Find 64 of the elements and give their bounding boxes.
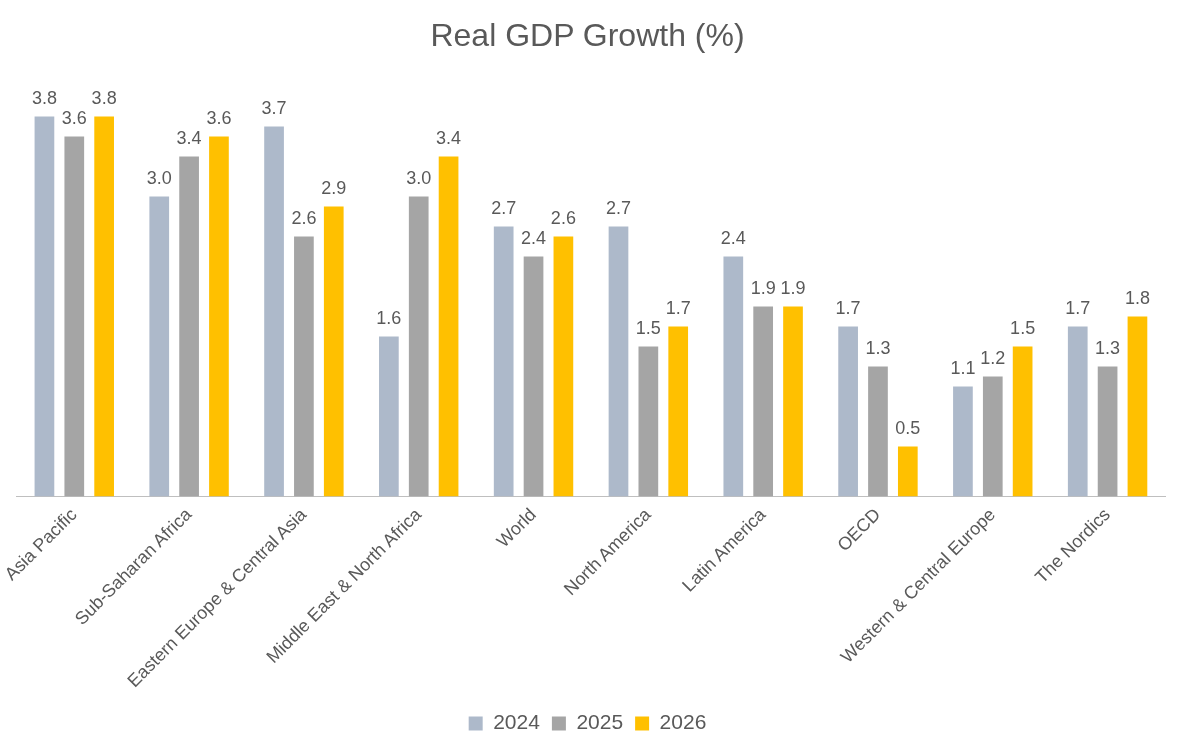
bar <box>294 236 314 497</box>
legend-label: 2026 <box>659 710 707 734</box>
bar <box>1127 316 1148 497</box>
data-label: 1.3 <box>865 338 891 359</box>
bar <box>783 306 803 497</box>
bar <box>897 446 918 497</box>
data-label: 3.4 <box>436 128 462 149</box>
data-label: 1.5 <box>635 318 661 339</box>
data-label: 0.5 <box>895 418 921 439</box>
data-label: 2.4 <box>521 228 547 249</box>
data-label: 3.4 <box>176 128 202 149</box>
data-label: 3.8 <box>91 88 117 109</box>
bar <box>1097 366 1118 497</box>
bar <box>953 386 973 497</box>
bar <box>638 346 659 497</box>
bar <box>408 196 429 497</box>
data-label: 1.2 <box>980 348 1006 369</box>
data-label: 1.9 <box>780 278 806 299</box>
legend-label: 2024 <box>493 710 541 734</box>
data-label: 1.8 <box>1124 288 1150 309</box>
bar <box>553 236 574 497</box>
data-label: 2.6 <box>291 208 317 229</box>
data-label: 2.7 <box>605 198 632 219</box>
data-label: 3.7 <box>261 98 287 119</box>
bar <box>1067 326 1088 497</box>
data-label: 1.7 <box>1065 298 1091 319</box>
bar <box>1012 346 1033 497</box>
data-label: 1.7 <box>665 298 691 319</box>
bar <box>608 226 629 497</box>
bar <box>149 196 170 497</box>
data-label: 3.6 <box>206 108 232 129</box>
bar <box>438 156 459 497</box>
bar <box>209 136 229 497</box>
bar <box>753 306 774 497</box>
data-label: 1.3 <box>1095 338 1121 359</box>
data-label: 1.5 <box>1010 318 1036 339</box>
legend-label: 2025 <box>576 710 624 734</box>
bar <box>64 136 85 497</box>
bar <box>34 116 55 497</box>
bar <box>94 116 114 497</box>
bar <box>179 156 199 497</box>
bar <box>323 206 344 497</box>
data-label: 1.6 <box>376 308 402 329</box>
data-label: 2.6 <box>550 208 576 229</box>
chart-title: Real GDP Growth (%) <box>430 17 745 54</box>
data-label: 3.0 <box>406 168 432 189</box>
bar <box>523 256 544 497</box>
data-label: 2.7 <box>491 198 517 219</box>
bar <box>723 256 744 497</box>
bar <box>379 336 399 497</box>
data-label: 1.1 <box>950 358 976 379</box>
data-label: 3.6 <box>61 108 87 129</box>
bar <box>668 326 689 497</box>
bar <box>493 226 514 497</box>
data-label: 1.9 <box>750 278 776 299</box>
data-label: 2.4 <box>720 228 746 249</box>
bar <box>838 326 858 497</box>
data-label: 2.9 <box>321 178 347 199</box>
data-label: 3.0 <box>146 168 172 189</box>
bar <box>868 366 888 497</box>
data-label: 3.8 <box>31 88 57 109</box>
bar <box>264 126 284 497</box>
bar <box>982 376 1003 497</box>
data-label: 1.7 <box>835 298 861 319</box>
